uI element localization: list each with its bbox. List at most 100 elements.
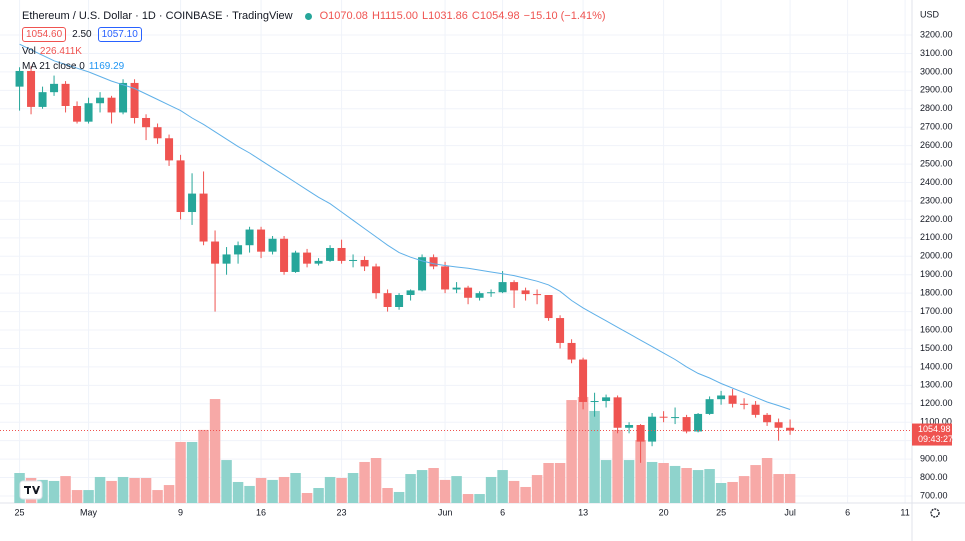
bid-box[interactable]: 1054.60 [22, 27, 67, 42]
volume-bar [646, 461, 658, 503]
volume-bar [612, 429, 623, 503]
volume-bar [600, 460, 612, 503]
volume-bar [359, 461, 370, 503]
candle-body [464, 287, 473, 298]
volume-bar [531, 475, 543, 503]
y-tick-label: 3000.00 [920, 66, 953, 76]
volume-bar [301, 493, 313, 503]
last-price-label: 1054.98 [918, 424, 951, 434]
candle-body [222, 254, 231, 264]
candle-body [360, 259, 369, 267]
candle-body [452, 287, 461, 290]
candle-body [349, 259, 358, 261]
candle-body [498, 282, 507, 293]
y-tick-label: 3200.00 [920, 29, 953, 39]
y-tick-label: 2400.00 [920, 177, 953, 187]
volume-legend: Vol 226.411K [22, 46, 82, 57]
volume-bar [577, 396, 589, 503]
volume-bar [129, 478, 140, 503]
volume-label: Vol [22, 46, 36, 57]
candle-body [38, 92, 47, 107]
volume-bar [393, 491, 405, 503]
volume-bar [140, 478, 152, 503]
candle-body [153, 127, 162, 139]
candle-body [682, 417, 691, 432]
candle-body [521, 290, 530, 295]
candle-body [188, 193, 197, 213]
candle-body [211, 241, 220, 264]
x-tick-label: Jul [784, 507, 796, 517]
candle-body [751, 404, 760, 415]
last-price-box [912, 423, 952, 446]
volume-bar [152, 490, 163, 503]
candle-body [303, 252, 312, 264]
volume-bar [324, 476, 336, 503]
candle-body [659, 416, 668, 418]
volume-bar [439, 479, 451, 503]
candle-body [142, 117, 151, 128]
volume-bar [117, 476, 129, 503]
candle-body [625, 425, 634, 428]
volume-bar [209, 399, 221, 503]
candle-body [441, 266, 450, 290]
tv-logo [19, 480, 43, 500]
volume-bar [485, 476, 497, 503]
y-tick-label: 1500.00 [920, 343, 953, 353]
candle-body [61, 83, 70, 106]
candle-body [337, 247, 346, 261]
ask-box[interactable]: 1057.10 [97, 27, 142, 42]
y-tick-label: 1700.00 [920, 306, 953, 316]
candle-body [567, 342, 576, 360]
candle-body [84, 103, 93, 122]
ma-legend: MA 21 close 0 1169.29 [22, 61, 124, 72]
candle-body [636, 425, 645, 442]
y-tick-label: 800.00 [920, 472, 948, 482]
volume-bar [669, 465, 681, 503]
volume-bar [163, 485, 175, 503]
candle-body [372, 266, 381, 294]
volume-bar [186, 441, 198, 503]
y-tick-label: 2000.00 [920, 251, 953, 261]
volume-bar [715, 483, 727, 503]
candle-body [475, 293, 484, 298]
candle-body [245, 229, 254, 246]
volume-bar [336, 478, 347, 503]
volume-bar [773, 474, 784, 503]
y-tick-label: 2200.00 [920, 214, 953, 224]
x-tick-label: 13 [578, 507, 588, 517]
candle-body [533, 294, 542, 296]
y-tick-label: 2500.00 [920, 158, 953, 168]
y-tick-label: 2100.00 [920, 232, 953, 242]
candle-body [326, 247, 335, 261]
candle-body [395, 295, 404, 307]
volume-bar [738, 476, 750, 503]
candle-body [165, 138, 174, 161]
candle-body [648, 416, 657, 442]
candle-body [406, 290, 415, 296]
quote-row: 1054.60 2.50 1057.10 [22, 27, 142, 42]
volume-bar [232, 481, 244, 503]
candle-body [740, 403, 749, 405]
volume-bar [416, 470, 428, 503]
candle-body [199, 193, 208, 242]
x-tick-label: 23 [337, 507, 347, 517]
x-tick-label: 9 [178, 507, 183, 517]
volume-bar [428, 468, 439, 503]
volume-bar [566, 400, 577, 503]
x-tick-label: 25 [716, 507, 726, 517]
candle-body [15, 70, 24, 87]
candle-body [487, 292, 496, 294]
y-tick-label: 2800.00 [920, 103, 953, 113]
x-tick-label: May [80, 507, 98, 517]
volume-bar [221, 460, 232, 503]
logo-mark [24, 486, 40, 494]
candle-body [579, 359, 588, 402]
candle-body [27, 70, 36, 107]
volume-bar [658, 463, 669, 503]
candle-body [694, 413, 703, 432]
volume-bar [313, 488, 324, 503]
x-tick-label: 25 [15, 507, 25, 517]
volume-bar [681, 468, 692, 503]
volume-bar [255, 478, 267, 503]
